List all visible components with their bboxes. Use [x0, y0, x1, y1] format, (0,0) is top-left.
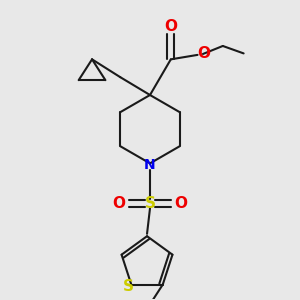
Text: O: O	[112, 196, 125, 211]
Text: N: N	[144, 158, 156, 172]
Text: O: O	[175, 196, 188, 211]
Text: S: S	[123, 279, 134, 294]
Text: O: O	[198, 46, 211, 61]
Text: O: O	[164, 19, 177, 34]
Text: S: S	[145, 196, 155, 211]
